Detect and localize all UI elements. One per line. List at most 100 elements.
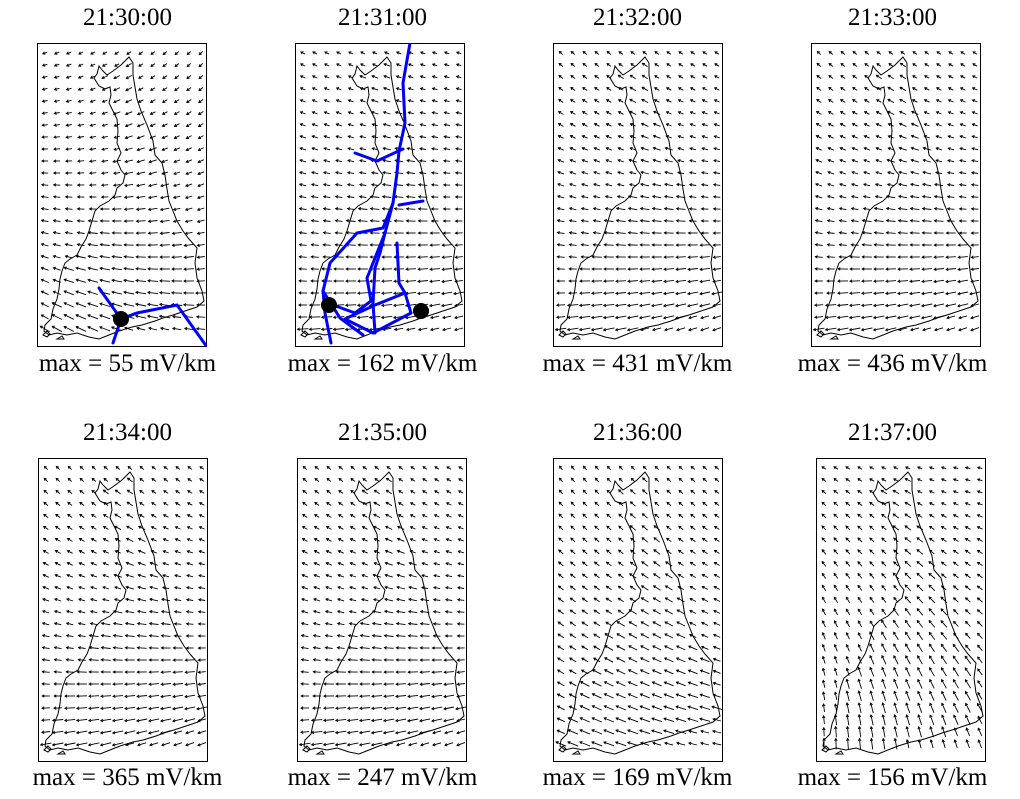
field-arrow [103, 477, 109, 482]
field-arrow [629, 86, 637, 92]
arrow-head [138, 63, 142, 67]
arrow-head [53, 621, 58, 626]
field-arrow [186, 99, 192, 103]
field-arrow [310, 207, 319, 211]
arrow-shaft [184, 706, 196, 710]
arrow-head [53, 51, 58, 55]
arrow-shaft [581, 183, 589, 187]
arrow-head [136, 682, 140, 686]
field-arrow [957, 279, 969, 284]
arrow-shaft [615, 303, 627, 307]
field-arrow [322, 219, 331, 223]
arrow-head [148, 634, 152, 638]
field-arrow [814, 291, 824, 295]
field-arrow [826, 206, 835, 211]
arrow-head [920, 303, 925, 308]
arrow-shaft [138, 538, 146, 542]
arrow-head [322, 219, 327, 223]
arrow-shaft [911, 159, 919, 163]
field-arrow [887, 110, 895, 116]
arrow-shaft [702, 123, 708, 127]
field-arrow [442, 171, 451, 175]
field-arrow [712, 183, 721, 187]
field-arrow [592, 207, 601, 211]
arrow-head [311, 147, 315, 151]
arrow-shaft [300, 123, 306, 127]
field-arrow [582, 50, 588, 55]
arrow-shaft [126, 513, 134, 519]
arrow-shaft [851, 232, 859, 234]
arrow-shaft [618, 99, 624, 103]
arrow-head [124, 633, 129, 638]
arrow-shaft [67, 538, 73, 542]
field-arrow [558, 62, 564, 67]
field-arrow [946, 327, 956, 332]
arrow-head [393, 231, 397, 235]
arrow-shaft [639, 303, 651, 307]
arrow-shaft [420, 123, 426, 127]
field-arrow [161, 597, 171, 602]
field-arrow [712, 243, 721, 247]
arrow-shaft [370, 208, 380, 210]
arrow-head [605, 183, 609, 187]
arrow-shaft [815, 207, 823, 211]
arrow-head [812, 327, 817, 332]
arrow-head [578, 315, 583, 320]
field-arrow [664, 146, 673, 151]
arrow-shaft [175, 514, 181, 518]
arrow-shaft [899, 99, 907, 103]
arrow-head [959, 99, 964, 103]
arrow-shaft [185, 195, 193, 199]
field-arrow [65, 135, 72, 139]
arrow-head [197, 682, 201, 686]
arrow-shaft [688, 256, 698, 258]
arrow-head [640, 134, 645, 138]
arrow-head [861, 267, 865, 271]
field-arrow [149, 123, 156, 127]
arrow-shaft [456, 124, 462, 126]
arrow-head [687, 267, 691, 272]
arrow-head [114, 489, 118, 493]
field-arrow [52, 207, 61, 211]
arrow-shaft [149, 147, 157, 151]
field-arrow [99, 219, 110, 223]
arrow-head [441, 255, 445, 259]
field-arrow [959, 171, 967, 175]
arrow-head [41, 111, 45, 115]
field-arrow [381, 267, 392, 271]
field-arrow [701, 159, 709, 163]
arrow-shaft [606, 123, 612, 127]
arrow-head [198, 64, 202, 68]
arrow-head [64, 242, 68, 247]
arrow-shaft [911, 147, 919, 151]
field-arrow [345, 291, 357, 295]
arrow-shaft [381, 280, 393, 282]
arrow-head [89, 609, 94, 614]
field-arrow [184, 682, 195, 687]
arrow-head [699, 291, 703, 296]
arrow-shaft [183, 304, 195, 306]
arrow-head [557, 182, 561, 187]
arrow-shaft [347, 208, 355, 210]
arrow-head [75, 266, 79, 270]
arrow-shaft [676, 256, 686, 258]
field-arrow [148, 171, 158, 176]
arrow-shaft [336, 99, 342, 103]
arrow-shaft [346, 232, 356, 234]
field-arrow [65, 75, 72, 79]
arrow-head [110, 326, 115, 330]
arrow-shaft [873, 280, 885, 282]
field-arrow [312, 51, 318, 55]
arrow-shaft [41, 267, 49, 271]
field-arrow [933, 291, 945, 296]
field-arrow [310, 255, 319, 259]
field-arrow [67, 489, 73, 494]
arrow-head [382, 122, 387, 127]
field-arrow [626, 315, 639, 320]
arrow-head [885, 279, 889, 283]
field-arrow [64, 183, 73, 187]
field-arrow [815, 147, 822, 151]
arrow-shaft [160, 718, 172, 722]
arrow-shaft [79, 550, 85, 554]
arrow-head [887, 135, 891, 139]
